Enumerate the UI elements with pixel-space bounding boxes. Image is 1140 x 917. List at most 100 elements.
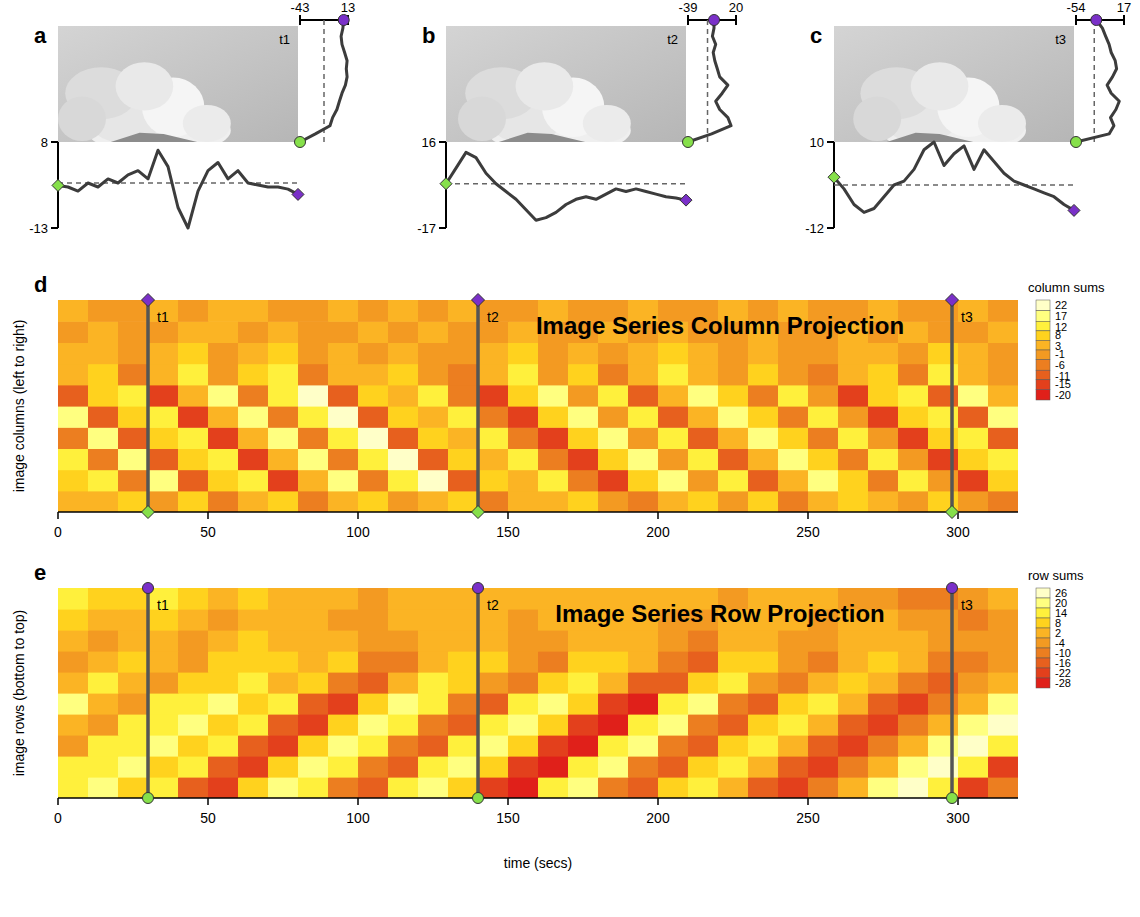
cell	[808, 756, 839, 778]
cell	[748, 777, 779, 798]
cell	[988, 609, 1018, 631]
tick	[507, 798, 509, 805]
cell	[478, 756, 509, 778]
cell	[328, 427, 359, 449]
cell	[88, 321, 119, 343]
cell	[418, 491, 449, 512]
cell	[268, 385, 299, 407]
cell	[718, 630, 749, 652]
cell	[238, 448, 269, 470]
cell	[388, 470, 419, 492]
cell	[208, 651, 239, 673]
cell	[88, 385, 119, 407]
cell	[238, 714, 269, 736]
tick-label: 8	[41, 135, 48, 150]
cell	[808, 651, 839, 673]
cell	[118, 300, 149, 322]
cell	[568, 630, 599, 652]
cell	[958, 470, 989, 492]
cell	[448, 630, 479, 652]
cell	[628, 777, 659, 798]
cell	[958, 364, 989, 386]
cell	[238, 364, 269, 386]
cell	[418, 470, 449, 492]
cell	[748, 385, 779, 407]
figure: at1-138-4313bt2-1716-3920ct3-1210-541705…	[0, 0, 1140, 917]
cell	[538, 470, 569, 492]
cell	[688, 448, 719, 470]
cell	[208, 588, 239, 610]
cell	[898, 777, 929, 798]
cell	[238, 588, 269, 610]
cell	[88, 342, 119, 364]
cell	[58, 609, 89, 631]
plume	[458, 97, 506, 142]
cell	[298, 448, 329, 470]
cell	[838, 735, 869, 757]
cell	[898, 693, 929, 715]
cell	[388, 777, 419, 798]
cell	[178, 491, 209, 512]
cell	[58, 491, 89, 512]
cell	[598, 448, 629, 470]
cell	[538, 756, 569, 778]
cell	[118, 385, 149, 407]
tick	[827, 141, 834, 143]
cell	[748, 427, 779, 449]
cell	[928, 321, 959, 343]
cell	[928, 609, 959, 631]
cell	[718, 777, 749, 798]
cell	[88, 406, 119, 428]
cell	[238, 693, 269, 715]
panel-letter: e	[34, 560, 46, 585]
cell	[388, 630, 419, 652]
plume	[583, 105, 631, 142]
cell	[388, 364, 419, 386]
cell	[58, 385, 89, 407]
cell	[208, 714, 239, 736]
cell	[568, 714, 599, 736]
cell	[58, 342, 89, 364]
cell	[718, 342, 749, 364]
cell	[388, 693, 419, 715]
cell	[328, 588, 359, 610]
tick-label: 250	[796, 810, 820, 826]
colorbar-box	[1036, 311, 1050, 322]
cell	[598, 491, 629, 512]
cell	[718, 672, 749, 694]
cell	[988, 321, 1018, 343]
colorbar-box	[1036, 350, 1050, 360]
cell	[208, 385, 239, 407]
cell	[898, 406, 929, 428]
cell	[328, 491, 359, 512]
cell	[748, 406, 779, 428]
cell	[718, 364, 749, 386]
cell	[628, 406, 659, 428]
cell	[868, 651, 899, 673]
cell	[58, 735, 89, 757]
cell	[808, 491, 839, 512]
cell	[928, 470, 959, 492]
cell	[238, 491, 269, 512]
cell	[88, 672, 119, 694]
time-label: t3	[1055, 32, 1066, 47]
reference-line	[707, 20, 709, 142]
cell	[418, 714, 449, 736]
cell	[538, 448, 569, 470]
cell	[688, 777, 719, 798]
cell	[448, 609, 479, 631]
time-label: t2	[487, 597, 499, 613]
cell	[238, 427, 269, 449]
cell	[748, 735, 779, 757]
cell	[418, 342, 449, 364]
tick-label: 300	[946, 810, 970, 826]
cell	[988, 756, 1018, 778]
cell	[688, 491, 719, 512]
cell	[568, 342, 599, 364]
cell	[928, 342, 959, 364]
cell	[268, 777, 299, 798]
cell	[208, 630, 239, 652]
colorbar-box	[1036, 370, 1050, 380]
cell	[898, 427, 929, 449]
cell	[718, 693, 749, 715]
